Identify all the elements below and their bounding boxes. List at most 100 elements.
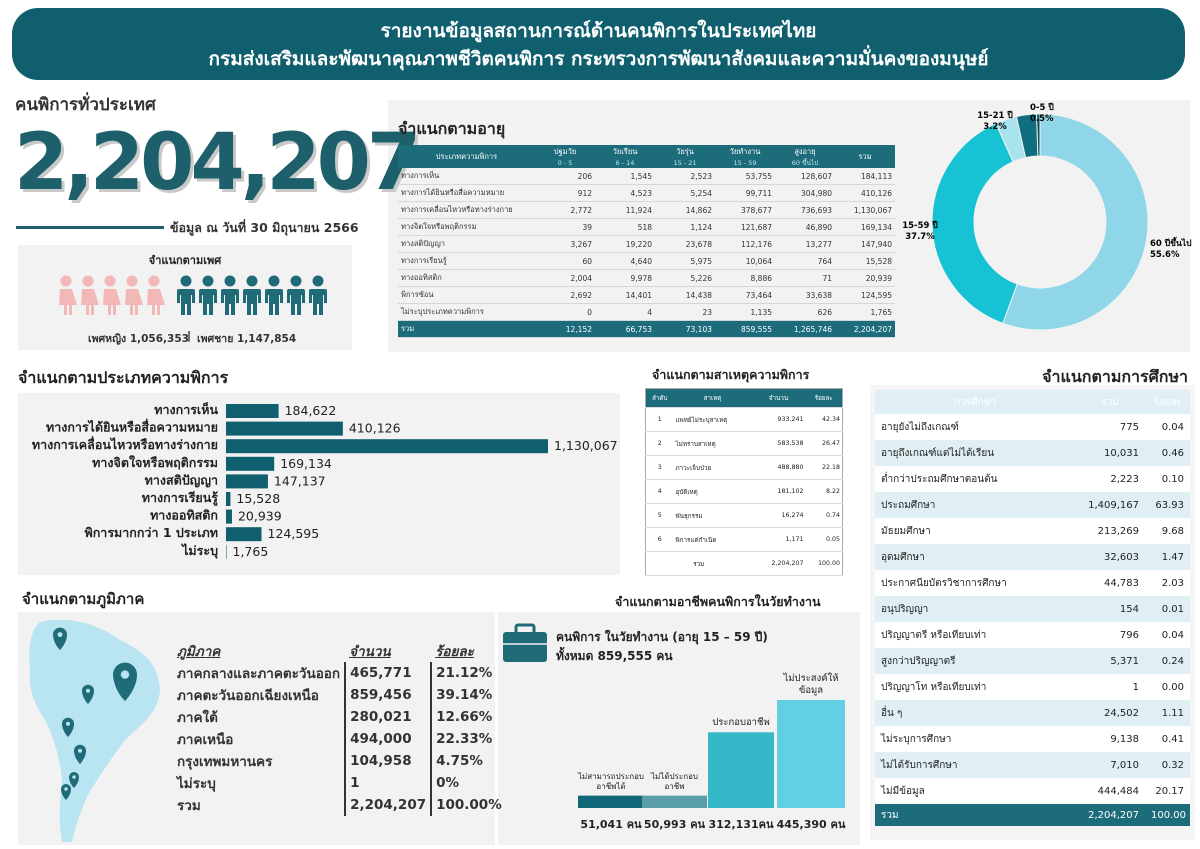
- table-cell: ปริญญาโท หรือเทียบเท่า: [875, 674, 1075, 700]
- type-title: จำแนกตามประเภทความพิการ: [18, 368, 229, 387]
- donut-label: 15-21 ปี: [977, 110, 1013, 121]
- occupation-subtitle: คนพิการ ในวัยทำงาน (อายุ 15 – 59 ปี): [556, 630, 768, 644]
- header-cell: ร้อยละ: [1145, 390, 1190, 414]
- donut-label: 60 ปีขึ้นไป: [1150, 236, 1192, 249]
- header-row: ภูมิภาค จำนวน ร้อยละ: [173, 640, 506, 662]
- table-cell: 0.00: [1145, 674, 1190, 700]
- table-row: ทางการได้ยินหรือสื่อความหมาย 912 4,523 5,25…: [398, 184, 895, 202]
- person-head: [180, 275, 192, 287]
- table-cell: 2,204,207: [344, 794, 432, 816]
- table-cell: พิการแต่กำเนิด: [673, 527, 752, 552]
- person-body: [125, 289, 143, 315]
- table-cell: 4.75%: [430, 750, 506, 772]
- table-cell: 14,438: [655, 286, 715, 304]
- occupation-title: จำแนกตามอาชีพคนพิการในวัยทำงาน: [615, 594, 821, 609]
- table-cell: 4,640: [595, 252, 655, 270]
- header-row: การศึกษา รวม ร้อยละ: [875, 390, 1190, 414]
- table-cell: 444,484: [1075, 778, 1145, 804]
- subheader-cell: 6 - 14: [595, 158, 655, 168]
- table-cell: 9,978: [595, 269, 655, 287]
- table-cell: 2: [645, 431, 674, 456]
- person-head: [246, 275, 258, 287]
- table-cell: 60: [535, 252, 595, 270]
- table-cell: 583,538: [751, 431, 806, 456]
- table-cell: อายุยังไม่ถึงเกณฑ์: [875, 414, 1075, 440]
- person-body: [265, 289, 283, 315]
- table-cell: สูงกว่าปริญญาตรี: [875, 648, 1075, 674]
- table-cell: 1,265,746: [775, 320, 835, 338]
- table-cell: รวม: [398, 320, 535, 338]
- table-cell: 147,940: [835, 235, 895, 253]
- table-row: 3 ภาวะเจ็บป่วย 488,880 22.18: [645, 455, 843, 480]
- table-cell: 154: [1075, 596, 1145, 622]
- table-cell: 280,021: [344, 706, 432, 728]
- table-cell: อนุปริญญา: [875, 596, 1075, 622]
- table-row: 2 ไม่ทราบสาเหตุ 583,538 26.47: [645, 431, 843, 456]
- bar: [226, 404, 279, 418]
- table-cell: 859,555: [715, 320, 775, 338]
- table-cell: ไม่ระบุการศึกษา: [875, 726, 1075, 752]
- person-head: [148, 275, 160, 287]
- table-cell: 1,765: [835, 303, 895, 321]
- person-head: [60, 275, 72, 287]
- table-row: ภาคเหนือ 494,000 22.33%: [173, 728, 506, 750]
- bar: [226, 527, 262, 542]
- table-cell: 1: [645, 407, 674, 432]
- subheader-cell: 0 - 5: [535, 158, 595, 168]
- header-cell: ร้อยละ: [805, 388, 843, 408]
- bar: [777, 700, 845, 808]
- table-cell: 465,771: [344, 662, 432, 684]
- table-cell: 764: [775, 252, 835, 270]
- table-cell: 2,204,207: [835, 320, 895, 338]
- map-pin-hole: [85, 688, 91, 693]
- person-head: [290, 275, 302, 287]
- table-cell: 4: [595, 303, 655, 321]
- table-cell: 66,753: [595, 320, 655, 338]
- table-row: กรุงเทพมหานคร 104,958 4.75%: [173, 750, 506, 772]
- table-row: ทางจิตใจหรือพฤติกรรม 39 518 1,124 121,687 46,…: [398, 218, 895, 236]
- bar-category-label: ไม่ประสงค์ให้ข้อมูล: [783, 673, 839, 696]
- as-of-date: ข้อมูล ณ วันที่ 30 มิถุนายน 2566: [170, 220, 359, 235]
- bar-value-label: 51,041 คน: [580, 818, 642, 831]
- table-cell: ประกาศนียบัตรวิชาการศึกษา: [875, 570, 1075, 596]
- table-cell: ทางออทิสติก: [398, 269, 535, 287]
- header-cell: ปฐมวัย: [535, 145, 595, 158]
- table-cell: 22.33%: [430, 728, 506, 750]
- bar-category-label: ทางการเรียนรู้: [142, 490, 219, 506]
- table-row: ทางการเคลื่อนไหวหรือทางร่างกาย 2,772 11,92…: [398, 201, 895, 219]
- table-cell: 1,409,167: [1075, 492, 1145, 518]
- table-cell: 410,126: [835, 184, 895, 202]
- table-cell: 0.41: [1145, 726, 1190, 752]
- table-cell: 11,924: [595, 201, 655, 219]
- header-cell: วัยทำงาน: [715, 145, 775, 158]
- table-row: ปริญญาตรี หรือเทียบเท่า 796 0.04: [875, 622, 1190, 648]
- table-row: ประถมศึกษา 1,409,167 63.93: [875, 492, 1190, 518]
- table-cell: 2,772: [535, 201, 595, 219]
- table-cell: 100.00: [1145, 804, 1190, 826]
- header-cell: ลำดับ: [645, 388, 674, 408]
- bar-value-label: 147,137: [274, 473, 326, 488]
- table-cell: รวม: [177, 798, 201, 814]
- table-row: อายุถึงเกณฑ์แต่ไม่ได้เรียน 10,031 0.46: [875, 440, 1190, 466]
- table-cell: มัธยมศึกษา: [875, 518, 1075, 544]
- table-cell: 184,113: [835, 168, 895, 185]
- table-cell: 5,226: [655, 269, 715, 287]
- region-title: จำแนกตามภูมิภาค: [22, 590, 145, 608]
- subheader-cell: 60 ขึ้นไป: [775, 158, 835, 168]
- occupation-total: ทั้งหมด 859,555 คน: [556, 649, 673, 663]
- table-row: สูงกว่าปริญญาตรี 5,371 0.24: [875, 648, 1190, 674]
- table-cell: ไม่ระบุประเภทความพิการ: [398, 303, 535, 321]
- header-cell: สูงอายุ: [775, 145, 835, 158]
- table-cell: 181,102: [751, 479, 806, 504]
- person-body: [309, 289, 327, 315]
- table-cell: 0.32: [1145, 752, 1190, 778]
- bar-category-label: ทางการได้ยินหรือสื่อความหมาย: [46, 419, 218, 435]
- map-pin: [113, 662, 137, 701]
- header-row: ประเภทความพิการ ปฐมวัย วัยเรียน วัยรุ่น วัยท…: [398, 145, 895, 168]
- person-head: [224, 275, 236, 287]
- table-cell: 100.00%: [430, 794, 506, 816]
- table-cell: 73,103: [655, 320, 715, 338]
- bar: [578, 795, 644, 808]
- map-pin-hole: [64, 787, 68, 791]
